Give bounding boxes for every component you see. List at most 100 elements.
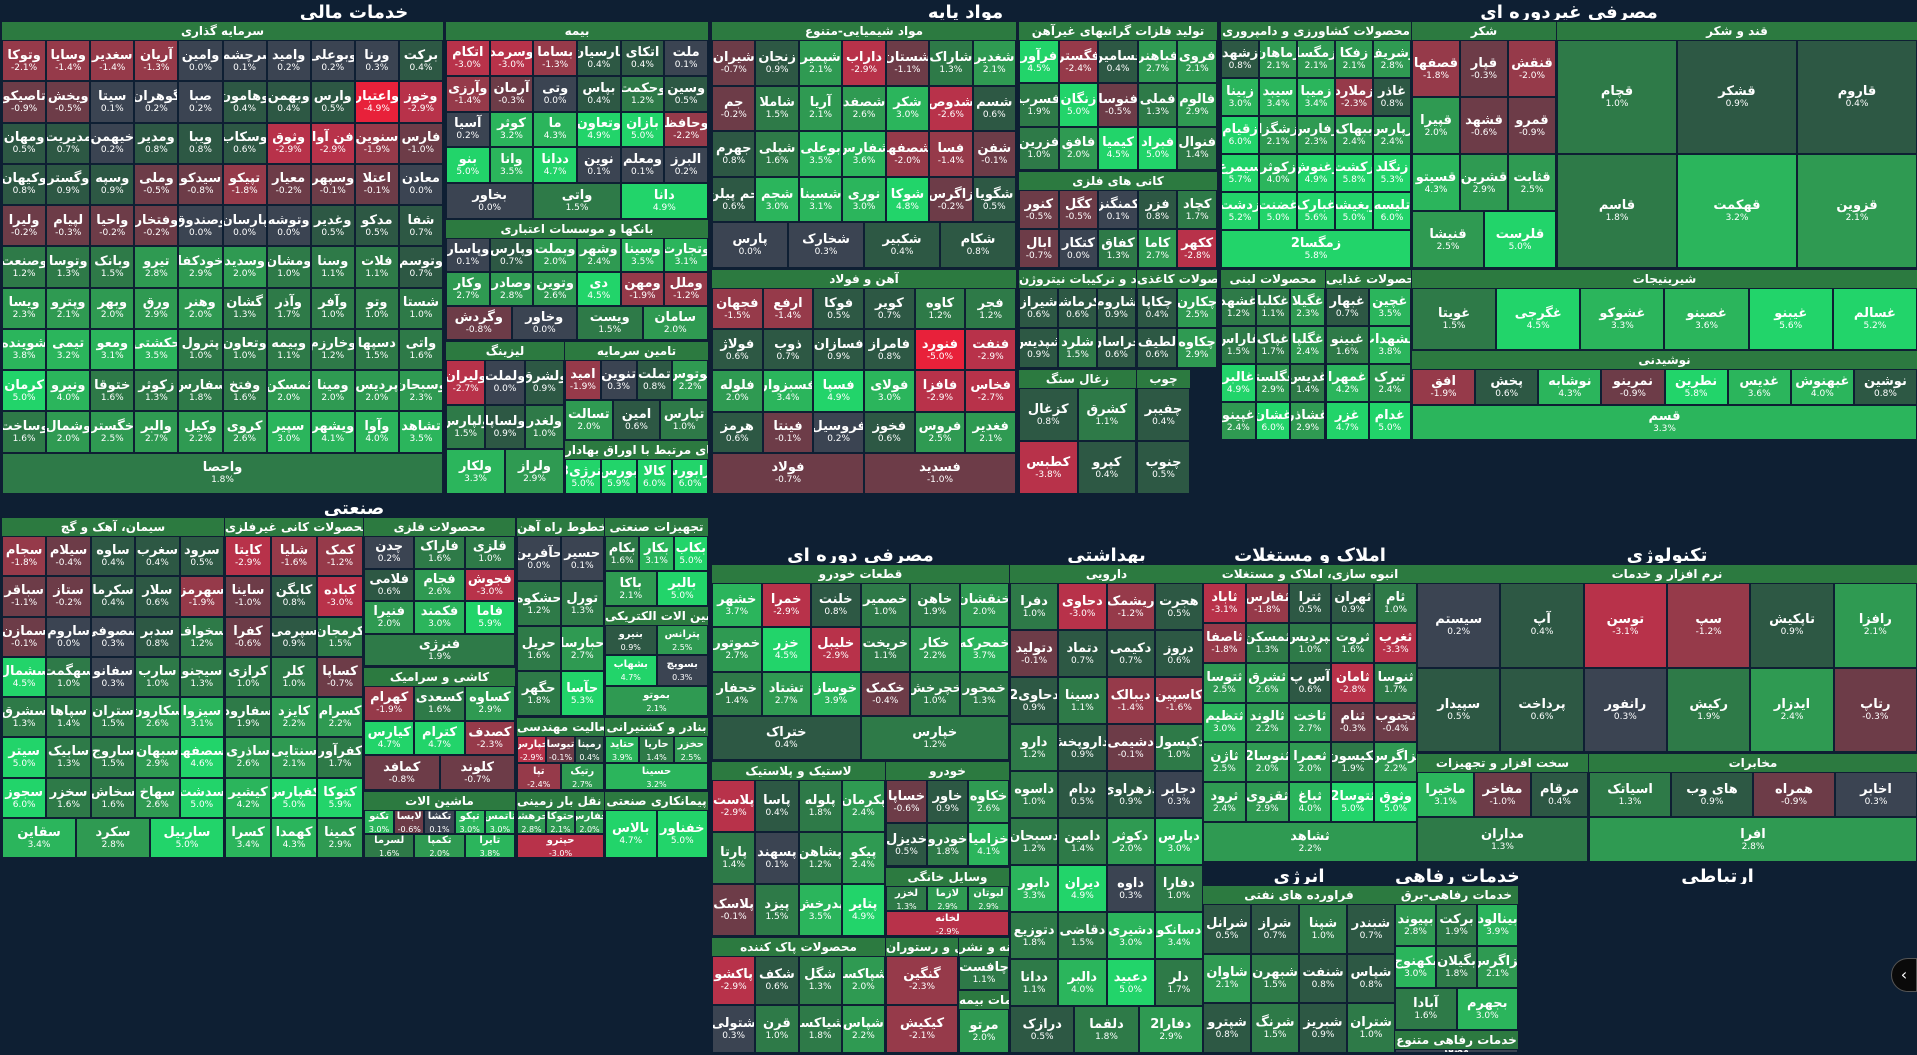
stock-tile[interactable]: وامین 0.0% (178, 40, 223, 82)
stock-tile[interactable]: وثوق -2.9% (266, 122, 311, 164)
stock-tile[interactable]: غدیس1.4% (1290, 364, 1325, 402)
stock-tile[interactable]: حتوکا 2.1% (546, 810, 575, 834)
stock-tile[interactable]: سصوفی0.3% (90, 616, 136, 657)
stock-tile[interactable]: تسالت 2.0% (565, 400, 613, 440)
industry-title[interactable]: کانی های فلزی (1019, 172, 1217, 190)
stock-tile[interactable]: قنیشا 2.5% (1412, 211, 1484, 268)
stock-tile[interactable]: حکشتی 3.5% (134, 328, 179, 371)
stock-tile[interactable]: سشرق 1.3% (2, 697, 47, 738)
stock-tile[interactable]: جهرم 0.8% (712, 131, 756, 177)
stock-tile[interactable]: سیمرغ5.7% (1221, 154, 1259, 192)
stock-tile[interactable]: وصنعت 1.2% (2, 246, 47, 288)
sector-title[interactable]: مصرفی غیردوره ای (1221, 0, 1917, 20)
stock-tile[interactable]: وسپه 0.9% (90, 163, 135, 206)
stock-tile[interactable]: بالبر 5.0% (656, 571, 708, 606)
stock-tile[interactable]: قهکمت 3.2% (1677, 154, 1797, 268)
stock-tile[interactable]: زنگان 5.0% (1058, 83, 1099, 127)
stock-tile[interactable]: گنگین -2.3% (886, 956, 958, 1005)
stock-tile[interactable]: داراب -2.9% (842, 40, 886, 86)
sector-title[interactable]: صنعتی (0, 496, 708, 516)
stock-tile[interactable]: وثوق 5.0% (1374, 782, 1417, 823)
stock-tile[interactable]: دشیمی -0.1% (1106, 724, 1155, 771)
industry-title[interactable]: هتل و رستوران (886, 938, 958, 956)
stock-tile[interactable]: حآفرین 0.0% (517, 536, 561, 581)
stock-tile[interactable]: شبندر 0.7% (1347, 904, 1395, 954)
stock-tile[interactable]: زدشت 5.2% (1221, 192, 1259, 230)
stock-tile[interactable]: سپیدار 0.5% (1417, 667, 1501, 752)
stock-tile[interactable]: خزر 4.5% (761, 627, 811, 672)
stock-tile[interactable]: ولکار 3.3% (446, 449, 505, 494)
stock-tile[interactable]: شرانل 0.5% (1203, 904, 1251, 954)
stock-tile[interactable]: هجرت 0.5% (1154, 583, 1203, 630)
stock-tile[interactable]: گشان 1.3% (222, 287, 267, 329)
stock-tile[interactable]: ولپارس1.5% (446, 404, 486, 450)
stock-tile[interactable]: تاپکیش 0.9% (1750, 583, 1834, 668)
stock-tile[interactable]: فسازان 0.9% (813, 329, 864, 371)
stock-tile[interactable]: فرابورس6.0% (672, 459, 708, 494)
stock-tile[interactable]: ولراز 2.9% (505, 449, 564, 494)
stock-tile[interactable]: شراز 0.7% (1251, 904, 1299, 954)
stock-tile[interactable]: فجهان -1.5% (712, 288, 763, 330)
stock-tile[interactable]: کرماشا0.6% (1058, 288, 1097, 328)
industry-title[interactable]: محصولات لبنی (1221, 270, 1325, 288)
stock-tile[interactable]: دفارا 1.0% (1154, 865, 1203, 912)
stock-tile[interactable]: فلوله 2.0% (712, 370, 763, 412)
stock-tile[interactable]: وفتخار -0.2% (134, 205, 179, 247)
stock-tile[interactable]: بخاور 0.0% (446, 183, 534, 219)
stock-tile[interactable]: کفرآور 1.7% (317, 737, 363, 778)
stock-tile[interactable]: انرژی35.0% (565, 459, 601, 494)
stock-tile[interactable]: سکرد 2.8% (76, 817, 150, 858)
stock-tile[interactable]: مرقام 0.4% (1531, 772, 1588, 817)
stock-tile[interactable]: سهگمت1.0% (46, 656, 91, 697)
stock-tile[interactable]: کیکیش -2.1% (886, 1004, 958, 1053)
stock-tile[interactable]: واعتبار -4.9% (354, 81, 399, 123)
stock-tile[interactable]: کالا 6.0% (636, 459, 673, 494)
stock-tile[interactable]: ثاصفا -1.8% (1203, 622, 1246, 663)
stock-tile[interactable]: حپترو -3.0% (517, 834, 604, 858)
stock-tile[interactable]: سقاین 3.4% (2, 817, 76, 858)
stock-tile[interactable]: شخارک 0.3% (788, 222, 864, 268)
stock-tile[interactable]: ملت 0.1% (664, 40, 708, 76)
stock-tile[interactable]: خریخت 1.1% (860, 627, 910, 672)
stock-tile[interactable]: شپاس 2.2% (841, 1004, 885, 1053)
industry-title[interactable]: ماشین الات الکتریکی (605, 607, 708, 625)
stock-tile[interactable]: شکام 0.8% (940, 222, 1016, 268)
stock-tile[interactable]: ساوه 0.4% (90, 536, 136, 577)
industry-title[interactable]: رسانه و نشر (959, 938, 1009, 956)
stock-tile[interactable]: ویشهر 4.1% (310, 411, 355, 453)
stock-tile[interactable]: ثنام -0.3% (1331, 702, 1375, 743)
stock-tile[interactable]: دپارس 3.0% (1154, 818, 1203, 865)
stock-tile[interactable]: کفاق 1.3% (1098, 229, 1138, 268)
stock-tile[interactable]: ولشرق0.9% (524, 360, 564, 405)
stock-tile[interactable]: کرازی 1.0% (225, 656, 271, 697)
stock-tile[interactable]: تکمپا 2.0% (414, 834, 465, 858)
stock-tile[interactable]: بگیلان 1.8% (1436, 946, 1477, 988)
stock-tile[interactable]: قچام 1.0% (1557, 40, 1677, 154)
stock-tile[interactable]: شبریز 0.9% (1299, 1003, 1347, 1053)
stock-tile[interactable]: تکنو 3.0% (364, 810, 395, 834)
stock-tile[interactable]: شفا 0.7% (398, 205, 443, 247)
stock-tile[interactable]: بنو 5.0% (446, 147, 490, 184)
industry-title[interactable]: وسایل خانگی (886, 868, 1009, 886)
stock-tile[interactable]: ارفع -1.4% (762, 288, 814, 330)
stock-tile[interactable]: ثالوند 2.2% (1245, 702, 1289, 743)
stock-tile[interactable]: سیلام -0.4% (46, 536, 91, 577)
stock-tile[interactable]: سبهان 2.9% (135, 737, 180, 778)
stock-tile[interactable]: دانا 4.9% (620, 183, 708, 219)
stock-tile[interactable]: دلقما 1.8% (1074, 1006, 1139, 1053)
stock-tile[interactable]: تپارس 1.0% (660, 400, 708, 440)
stock-tile[interactable]: دالبر 4.0% (1058, 959, 1107, 1006)
stock-tile[interactable]: شفن -0.1% (972, 131, 1016, 177)
stock-tile[interactable]: پلاست -2.9% (712, 780, 756, 832)
stock-tile[interactable]: زاگرس -0.2% (929, 176, 973, 223)
stock-tile[interactable]: قسم 3.3% (1412, 404, 1917, 440)
industry-title[interactable]: مواد شیمیایی-متنوع (712, 22, 1016, 40)
stock-tile[interactable]: قاروم 0.4% (1797, 40, 1917, 154)
stock-tile[interactable]: خمحور 1.3% (959, 671, 1009, 716)
stock-tile[interactable]: آریان -1.3% (134, 40, 179, 82)
stock-tile[interactable]: وسرمد -3.0% (489, 40, 534, 76)
stock-tile[interactable]: داسوه 1.0% (1010, 771, 1059, 818)
stock-tile[interactable]: زملارد -2.3% (1335, 78, 1373, 116)
stock-tile[interactable]: ثغرب -3.3% (1374, 622, 1417, 663)
stock-tile[interactable]: سجام -1.8% (2, 536, 47, 577)
